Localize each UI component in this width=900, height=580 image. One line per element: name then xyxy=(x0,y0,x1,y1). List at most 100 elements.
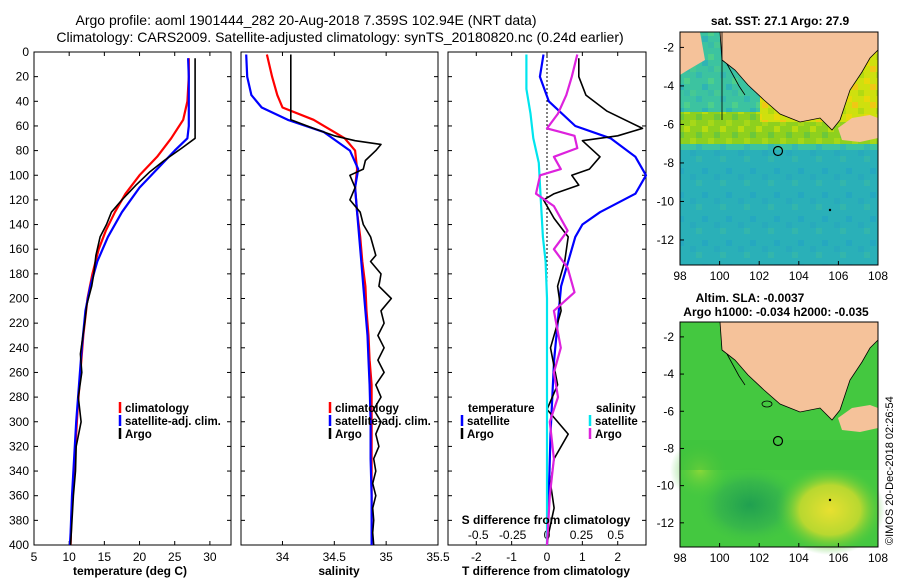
depth-tick-label: 320 xyxy=(9,439,29,453)
map-y-tick-label: -6 xyxy=(663,117,674,131)
sla-map-title-line2: Argo h1000: -0.034 h2000: -0.035 xyxy=(683,305,869,319)
sla-mid-band xyxy=(680,440,878,470)
sst-map-frame xyxy=(679,31,879,266)
temperature-panel xyxy=(33,51,232,546)
s-diff-tick-label: 0.25 xyxy=(570,528,594,542)
sst-land-java xyxy=(838,115,878,142)
depth-tick-label: 20 xyxy=(16,70,30,84)
series-line-t-argo xyxy=(542,58,644,546)
sst-mentawai-islands xyxy=(726,63,746,96)
legend-label-satellite: satellite-adj. clim. xyxy=(125,416,221,428)
map-y-tick-label: -4 xyxy=(663,79,674,93)
legend-label-satellite: satellite-adj. clim. xyxy=(335,416,431,428)
depth-tick-label: 200 xyxy=(9,292,29,306)
x-tick-label: 35.5 xyxy=(426,550,450,564)
depth-tick-label: 60 xyxy=(16,119,30,133)
map-x-tick-label: 102 xyxy=(749,269,769,283)
map-x-tick-label: 100 xyxy=(710,551,730,565)
depth-tick-label: 140 xyxy=(9,218,29,232)
sst-argo-float-marker xyxy=(772,145,784,157)
legend-label-t-satellite: satellite xyxy=(467,416,510,428)
legend-label-argo: Argo xyxy=(125,429,152,441)
x-tick-label: 2 xyxy=(614,550,621,564)
depth-tick-label: 360 xyxy=(9,489,29,503)
x-tick-label: 20 xyxy=(133,550,147,564)
map-x-tick-label: 102 xyxy=(749,551,769,565)
sla-mentawai-islands xyxy=(726,353,746,386)
map-y-tick-label: -4 xyxy=(663,367,674,381)
x-tick-label: 10 xyxy=(62,550,76,564)
sla-island-dot xyxy=(828,498,832,502)
sla-map xyxy=(670,321,885,555)
sla-high-anomaly xyxy=(775,465,885,555)
depth-tick-label: 240 xyxy=(9,341,29,355)
map-x-tick-label: 104 xyxy=(789,551,809,565)
legend-label-climatology: climatology xyxy=(125,403,190,415)
sst-coastline xyxy=(719,31,879,131)
depth-tick-label: 160 xyxy=(9,242,29,256)
x-tick-label: 25 xyxy=(168,550,182,564)
figure-title-line2: Climatology: CARS2009. Satellite-adjuste… xyxy=(56,29,623,45)
depth-tick-label: 0 xyxy=(22,45,29,59)
imos-credit: ©IMOS 20-Dec-2018 02:26:54 xyxy=(884,396,896,545)
x-tick-label: 34 xyxy=(276,550,290,564)
sla-map-title-line1: Altim. SLA: -0.0037 xyxy=(696,291,805,305)
map-y-tick-label: -2 xyxy=(663,40,674,54)
sla-land-java xyxy=(838,405,878,432)
sla-argo-float-marker xyxy=(772,435,784,447)
s-diff-tick-label: -0.5 xyxy=(468,528,489,542)
figure-title-line1: Argo profile: aoml 1901444_282 20-Aug-20… xyxy=(75,12,536,28)
sla-land-sumatra xyxy=(680,322,878,420)
map-x-tick-label: 108 xyxy=(868,551,888,565)
map-y-tick-label: -12 xyxy=(657,516,675,530)
sla-coastline xyxy=(719,321,879,421)
map-y-tick-label: -2 xyxy=(663,330,674,344)
sla-map-frame xyxy=(679,321,879,548)
x-tick-label: 15 xyxy=(98,550,112,564)
x-tick-label: 34.5 xyxy=(323,550,347,564)
sla-map-axes: 98 100 102 104 106 108 -2 -4 -6 -8 -10 -12 xyxy=(657,330,889,565)
depth-tick-label: 260 xyxy=(9,365,29,379)
sst-island-dot xyxy=(828,208,832,212)
sst-map-axes: 98 100 102 104 106 108 -2 -4 -6 -8 -10 -12 xyxy=(657,40,889,283)
series-line-argo xyxy=(69,58,196,546)
legend-salinity-heading: salinity xyxy=(596,403,636,415)
sst-map xyxy=(679,31,879,266)
depth-tick-label: 400 xyxy=(9,538,29,552)
series-line-satellite-adj-clim- xyxy=(68,58,190,546)
sla-island-outline xyxy=(761,400,773,408)
sst-land-west xyxy=(680,32,705,75)
depth-axis: 0 20 40 60 80 100 120 140 160 180 200 220 240 260 280 3… xyxy=(9,45,646,552)
sst-cool-region xyxy=(680,150,878,265)
legend-label-climatology: climatology xyxy=(335,403,400,415)
depth-tick-label: 340 xyxy=(9,464,29,478)
depth-tick-label: 40 xyxy=(16,94,30,108)
map-y-tick-label: -8 xyxy=(663,441,674,455)
legend-label-t-argo: Argo xyxy=(467,429,494,441)
t-difference-axis-label: T difference from climatology xyxy=(462,564,630,578)
profile-curves xyxy=(68,54,648,546)
depth-tick-label: 100 xyxy=(9,168,29,182)
legend-label-s-argo: Argo xyxy=(595,429,622,441)
depth-tick-label: 300 xyxy=(9,415,29,429)
s-diff-tick-label: -0.25 xyxy=(499,528,527,542)
map-y-tick-label: -8 xyxy=(663,156,674,170)
series-line-s-satellite xyxy=(525,54,549,545)
temperature-legend: climatology satellite-adj. clim. Argo xyxy=(118,402,221,441)
series-line-argo xyxy=(289,54,393,546)
x-tick-label: 1 xyxy=(579,550,586,564)
sst-map-title: sat. SST: 27.1 Argo: 27.9 xyxy=(711,14,850,28)
sst-land-sumatra xyxy=(680,32,878,130)
s-diff-tick-label: 0.5 xyxy=(607,528,624,542)
map-y-tick-label: -12 xyxy=(657,233,675,247)
x-tick-label: 5 xyxy=(31,550,38,564)
x-axes: 5 10 15 20 25 30 34 34.5 35 35.5 -2 -1 0 1 2 -0.5 -0.25 0… xyxy=(31,52,624,564)
series-line-s-argo xyxy=(534,54,579,546)
salinity-panel xyxy=(240,51,439,546)
salinity-axis-label: salinity xyxy=(318,564,360,578)
map-x-tick-label: 108 xyxy=(868,269,888,283)
legend-label-s-satellite: satellite xyxy=(595,416,638,428)
depth-tick-label: 280 xyxy=(9,390,29,404)
map-x-tick-label: 100 xyxy=(710,269,730,283)
map-y-tick-label: -10 xyxy=(657,479,675,493)
